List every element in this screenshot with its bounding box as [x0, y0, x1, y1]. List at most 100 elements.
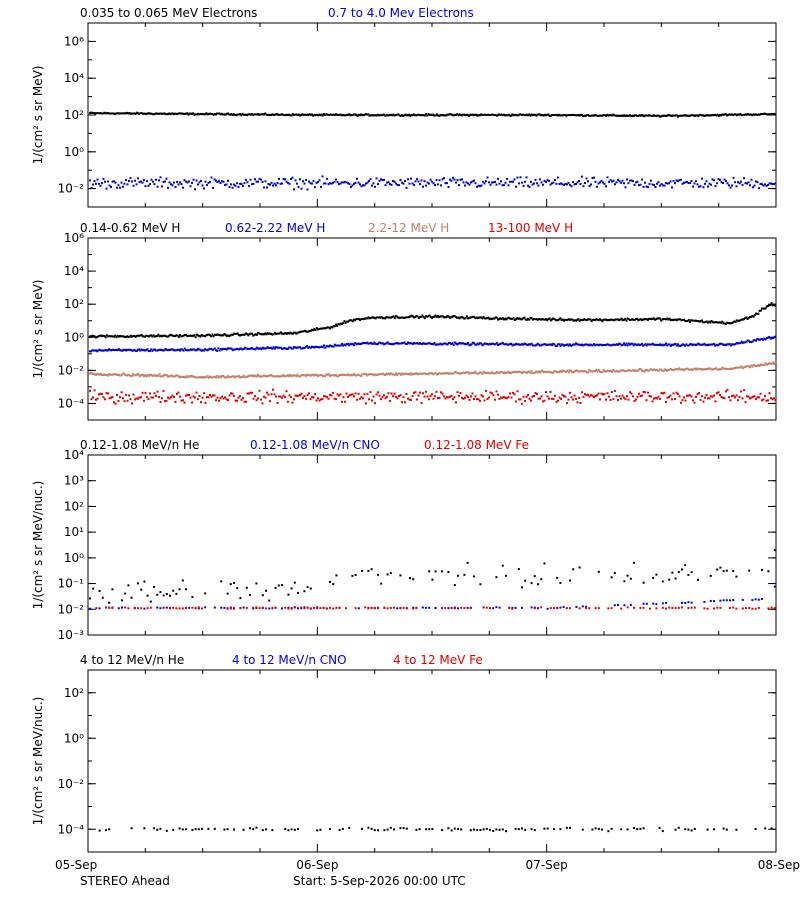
- data-point: [221, 334, 223, 337]
- data-point: [762, 112, 765, 115]
- data-point: [440, 114, 443, 117]
- data-point: [288, 394, 291, 397]
- data-point: [239, 597, 242, 600]
- data-point: [754, 598, 757, 601]
- data-point: [294, 113, 297, 116]
- data-point: [407, 178, 409, 181]
- data-point: [569, 183, 571, 186]
- data-point: [761, 113, 763, 116]
- data-point: [486, 317, 489, 320]
- data-point: [158, 335, 161, 338]
- data-point: [469, 113, 472, 116]
- data-point: [537, 607, 539, 610]
- data-point: [491, 181, 493, 184]
- data-point: [219, 182, 222, 185]
- data-point: [452, 397, 454, 400]
- data-point: [433, 315, 436, 318]
- data-point: [465, 343, 468, 346]
- data-point: [473, 114, 475, 117]
- data-point: [612, 179, 615, 182]
- data-point: [669, 180, 672, 183]
- data-point: [423, 342, 426, 345]
- data-point: [548, 343, 551, 346]
- data-point: [113, 349, 115, 352]
- data-point: [254, 333, 257, 336]
- data-point: [313, 346, 316, 349]
- data-point: [674, 828, 677, 831]
- data-point: [212, 394, 214, 397]
- data-point: [361, 827, 363, 830]
- data-point: [566, 343, 569, 346]
- data-point: [125, 349, 127, 352]
- data-point: [533, 575, 536, 578]
- data-point: [596, 370, 599, 373]
- data-point: [252, 334, 255, 337]
- data-point: [569, 318, 571, 321]
- data-point: [651, 114, 654, 117]
- data-point: [176, 112, 179, 115]
- data-point: [575, 342, 577, 345]
- data-point: [726, 114, 729, 117]
- data-point: [222, 334, 225, 337]
- data-point: [624, 186, 627, 189]
- data-point: [534, 344, 537, 347]
- data-point: [147, 398, 150, 401]
- data-point: [621, 319, 624, 322]
- data-point: [719, 342, 721, 345]
- data-point: [271, 829, 274, 832]
- data-point: [578, 180, 580, 183]
- data-point: [699, 185, 702, 188]
- data-point: [773, 336, 775, 339]
- data-point: [296, 114, 299, 117]
- data-point: [393, 828, 395, 831]
- data-point: [582, 395, 585, 398]
- data-point: [553, 607, 555, 610]
- data-point: [378, 316, 381, 319]
- data-point: [635, 114, 637, 117]
- data-point: [687, 181, 690, 184]
- data-point: [705, 114, 708, 117]
- data-point: [534, 392, 537, 395]
- data-point: [761, 183, 763, 186]
- data-point: [464, 342, 467, 345]
- data-point: [709, 114, 712, 117]
- data-point: [548, 370, 551, 373]
- data-point: [498, 113, 501, 116]
- data-point: [156, 593, 159, 596]
- data-point: [444, 316, 447, 319]
- data-point: [456, 316, 459, 319]
- data-point: [265, 375, 268, 378]
- data-point: [540, 395, 543, 398]
- data-point: [449, 316, 451, 319]
- data-point: [380, 315, 383, 318]
- data-point: [427, 373, 430, 376]
- data-point: [619, 114, 622, 117]
- data-point: [295, 375, 298, 378]
- data-point: [668, 396, 670, 399]
- data-point: [152, 334, 155, 337]
- data-point: [509, 317, 511, 320]
- data-point: [98, 393, 100, 396]
- data-point: [587, 343, 589, 346]
- data-point: [323, 182, 325, 185]
- data-point: [213, 178, 216, 181]
- data-point: [353, 318, 355, 321]
- data-point: [210, 335, 213, 338]
- data-point: [309, 182, 312, 185]
- data-point: [380, 398, 382, 401]
- data-point: [530, 606, 533, 609]
- data-point: [362, 317, 365, 320]
- data-point: [577, 318, 580, 321]
- data-point: [668, 114, 671, 117]
- data-point: [216, 349, 219, 352]
- data-point: [698, 320, 701, 323]
- data-point: [193, 334, 196, 337]
- data-point: [583, 343, 586, 346]
- data-point: [402, 606, 405, 609]
- data-point: [714, 367, 717, 370]
- data-point: [203, 376, 205, 379]
- data-point: [314, 393, 316, 396]
- data-point: [353, 182, 355, 185]
- data-point: [437, 183, 439, 186]
- data-point: [524, 343, 527, 346]
